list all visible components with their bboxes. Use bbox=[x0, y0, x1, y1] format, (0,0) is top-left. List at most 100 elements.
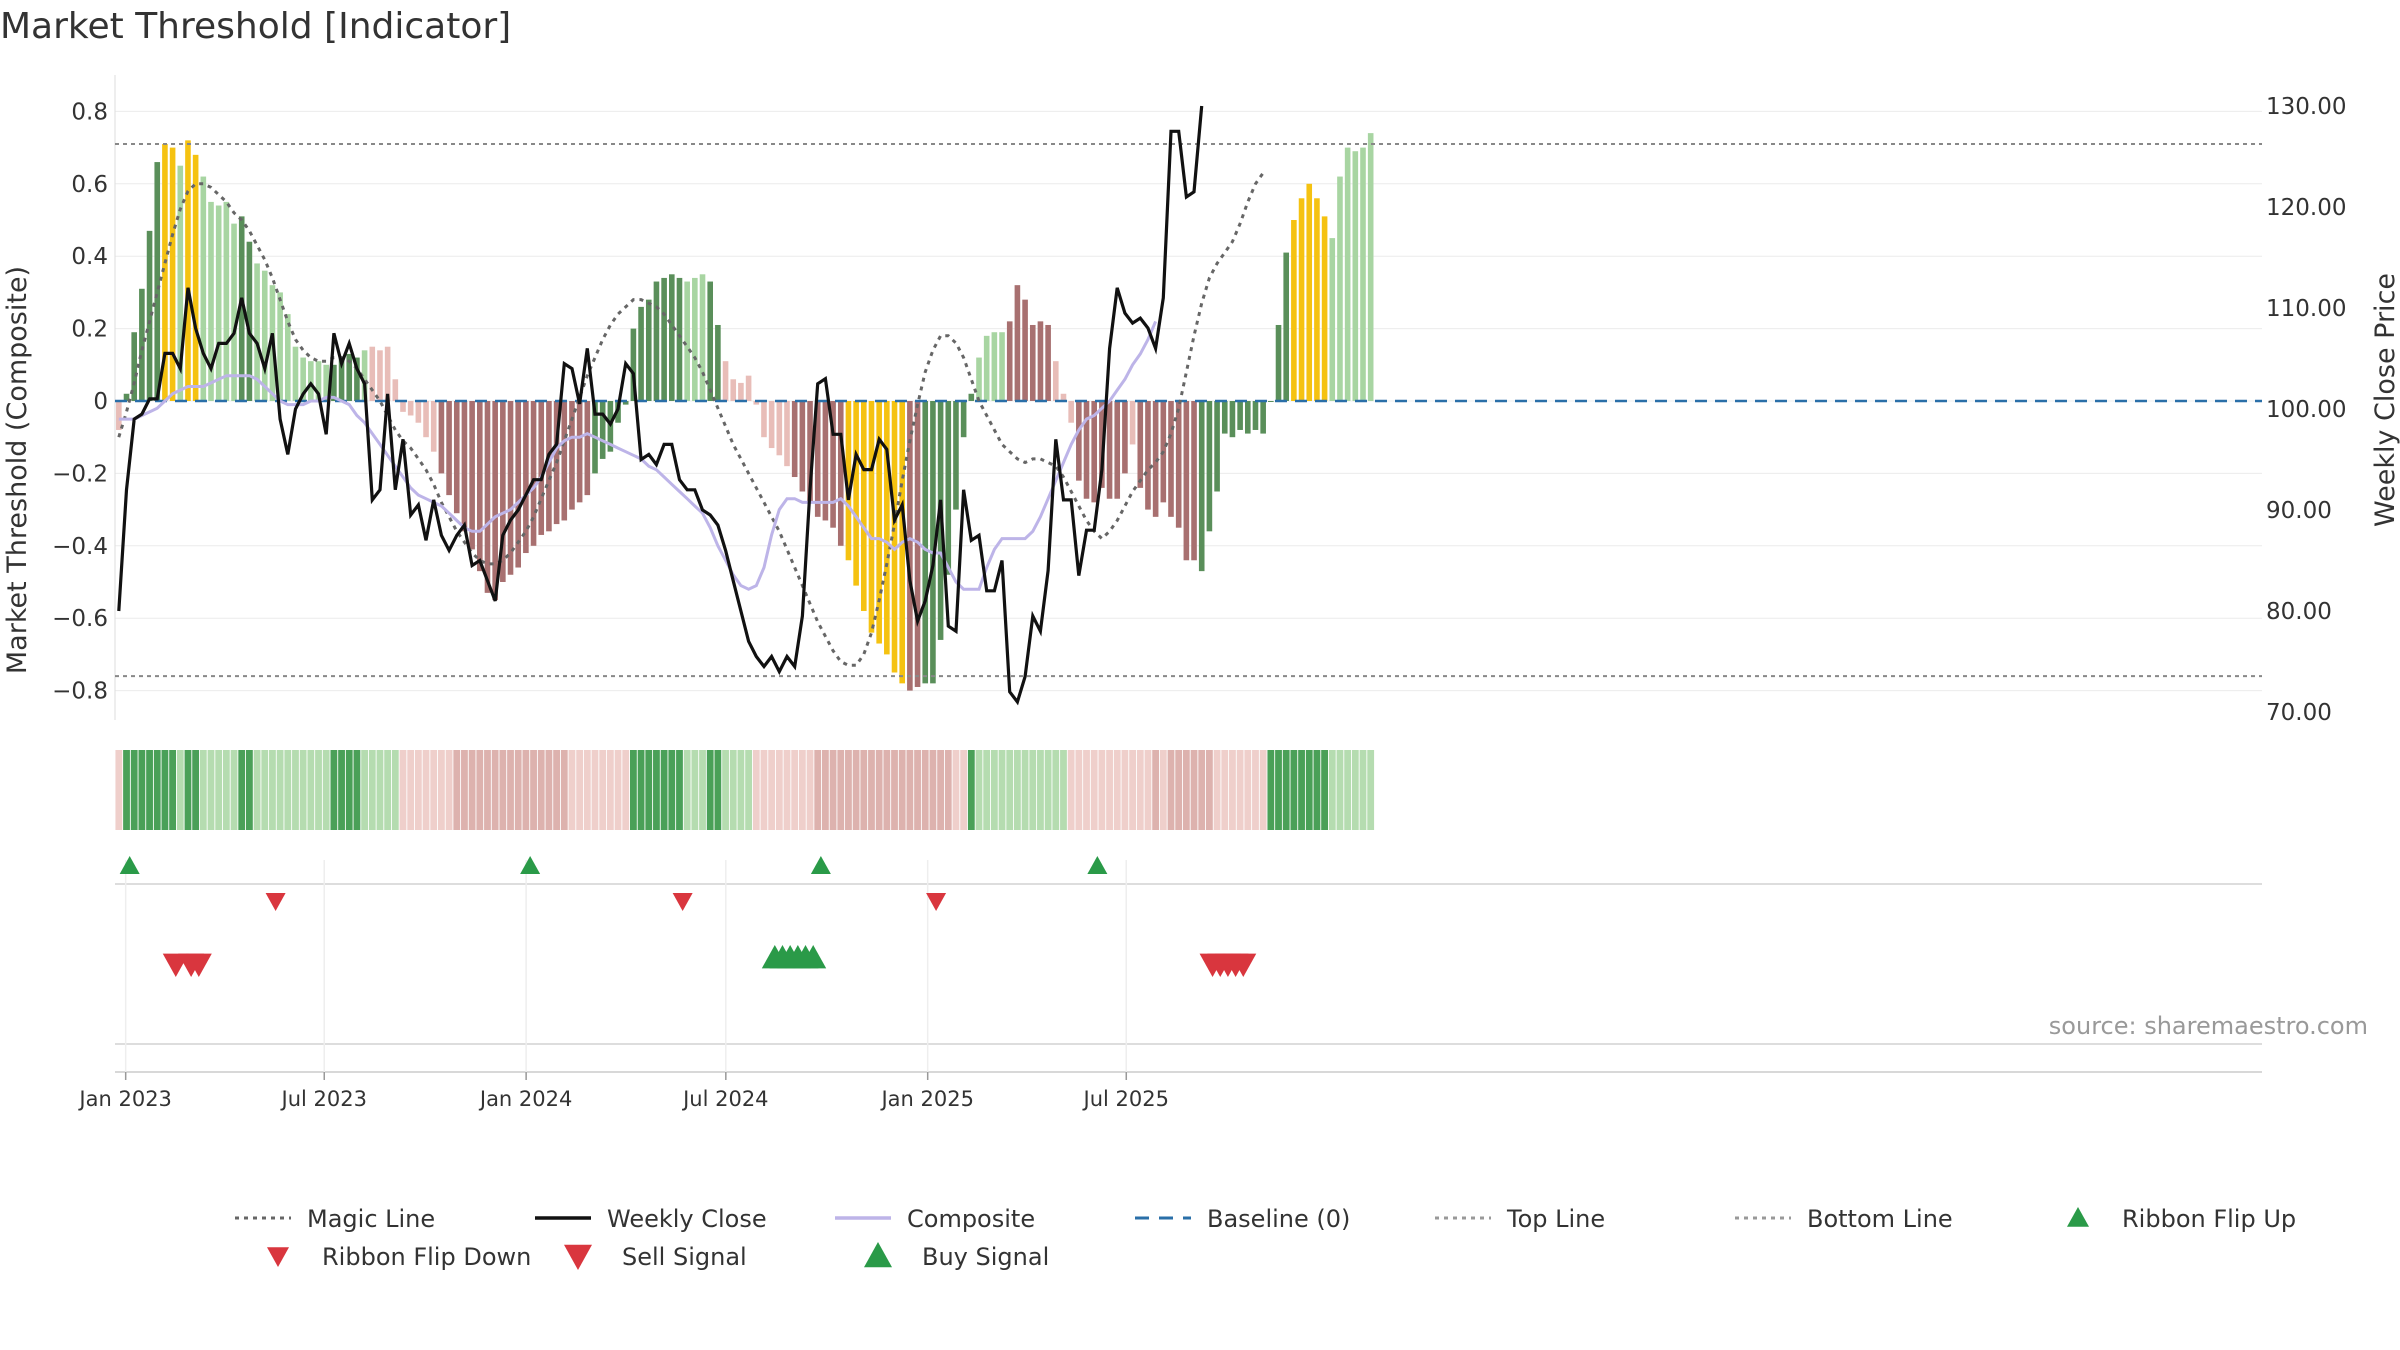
grid-lines bbox=[114, 75, 2262, 720]
composite-bar bbox=[261, 270, 268, 401]
ribbon-cell bbox=[1221, 750, 1229, 830]
ribbon-cell bbox=[215, 750, 223, 830]
composite-bar bbox=[991, 332, 998, 401]
signal-panels bbox=[115, 856, 2262, 1075]
ribbon-flip-up-marker bbox=[119, 856, 140, 874]
ribbon-cell bbox=[752, 750, 760, 830]
ribbon-cell bbox=[537, 750, 545, 830]
composite-bar bbox=[446, 401, 452, 496]
ribbon-cell bbox=[1213, 750, 1221, 830]
composite-bar bbox=[1152, 401, 1159, 517]
composite-bar bbox=[784, 401, 790, 467]
ribbon-flip-down-marker bbox=[672, 893, 693, 911]
composite-bar bbox=[238, 216, 245, 401]
ribbon-cell bbox=[1021, 750, 1029, 830]
composite-bar bbox=[930, 401, 936, 684]
composite-bar bbox=[430, 401, 437, 452]
composite-bar bbox=[292, 346, 299, 401]
y-axis-left: 0.8 0.6 0.4 0.2 0 −0.2 −0.4 −0.6 −0.8 bbox=[52, 99, 108, 704]
composite-bar bbox=[1037, 321, 1044, 401]
composite-bar bbox=[407, 401, 414, 416]
composite-bar bbox=[477, 401, 483, 572]
ribbon-cell bbox=[745, 750, 752, 830]
ribbon-cell bbox=[1037, 750, 1044, 830]
composite-bar bbox=[599, 401, 606, 459]
composite-bar bbox=[1137, 401, 1144, 488]
legend-label: Magic Line bbox=[307, 1205, 435, 1233]
composite-bar bbox=[1268, 401, 1274, 402]
composite-bar bbox=[561, 401, 568, 521]
ribbon-cell bbox=[353, 750, 361, 830]
ribbon-cell bbox=[1282, 750, 1290, 830]
ribbon-cell bbox=[660, 750, 668, 830]
composite-bar bbox=[684, 281, 690, 401]
ribbon-cell bbox=[1090, 750, 1098, 830]
ribbon-cell bbox=[1182, 750, 1190, 830]
composite-bar bbox=[469, 401, 475, 550]
composite-bar bbox=[1344, 147, 1351, 401]
ribbon-cell bbox=[983, 750, 991, 830]
composite-bar bbox=[277, 292, 283, 401]
composite-bar bbox=[377, 350, 383, 401]
composite-bar bbox=[584, 401, 591, 496]
ribbon-cell bbox=[845, 750, 852, 830]
composite-bar bbox=[1060, 393, 1067, 401]
ribbon-cell bbox=[568, 750, 576, 830]
composite-bar bbox=[231, 223, 237, 401]
ribbon-cell bbox=[1351, 750, 1359, 830]
legend-label: Bottom Line bbox=[1807, 1205, 1953, 1233]
composite-bar bbox=[1129, 401, 1136, 445]
composite-bar bbox=[1275, 324, 1282, 401]
composite-bar bbox=[1314, 198, 1320, 401]
ribbon-cell bbox=[169, 750, 176, 830]
ribbon-cell bbox=[1290, 750, 1298, 830]
ribbon-cell bbox=[1106, 750, 1113, 830]
composite-bar bbox=[185, 140, 191, 402]
ribbon-cell bbox=[1029, 750, 1037, 830]
x-tick-label: Jul 2025 bbox=[1082, 1087, 1169, 1111]
x-tick-label: Jul 2024 bbox=[681, 1087, 768, 1111]
composite-bar bbox=[845, 401, 852, 561]
ribbon-cell bbox=[1367, 750, 1375, 830]
composite-bar bbox=[223, 201, 230, 401]
composite-bar bbox=[1183, 401, 1190, 561]
ribbon-cell bbox=[315, 750, 322, 830]
ribbon-cell bbox=[491, 750, 499, 830]
composite-bar bbox=[761, 401, 767, 438]
y-axis-right: 130.00 120.00 110.00 100.00 90.00 80.00 70.00 bbox=[2266, 94, 2346, 726]
ribbon-cell bbox=[438, 750, 445, 830]
ribbon-cell bbox=[1152, 750, 1160, 830]
ribbon-cell bbox=[399, 750, 407, 830]
ribbon-cell bbox=[1067, 750, 1075, 830]
y-tick-label: 0.4 bbox=[71, 244, 108, 270]
ribbon-cell bbox=[630, 750, 637, 830]
composite-bar bbox=[968, 393, 975, 401]
composite-bar bbox=[1114, 401, 1121, 499]
composite-bar bbox=[1367, 133, 1374, 401]
composite-bar bbox=[215, 205, 222, 401]
composite-bar bbox=[346, 353, 353, 401]
ribbon-cell bbox=[729, 750, 737, 830]
composite-bar bbox=[1221, 401, 1228, 434]
composite-bar bbox=[354, 357, 360, 401]
composite-bar bbox=[1068, 401, 1074, 423]
ribbon-cell bbox=[246, 750, 253, 830]
ribbon-cell bbox=[1328, 750, 1336, 830]
chart-title: Market Threshold [Indicator] bbox=[0, 6, 511, 47]
composite-bar bbox=[1321, 216, 1328, 401]
composite-bar bbox=[192, 154, 199, 401]
legend: Magic Line Weekly Close Composite Baseline … bbox=[235, 1205, 2296, 1271]
composite-bar bbox=[461, 401, 468, 532]
composite-bar bbox=[154, 162, 161, 401]
ribbon-cell bbox=[1298, 750, 1305, 830]
ribbon-cell bbox=[914, 750, 921, 830]
ribbon-cell bbox=[606, 750, 614, 830]
ribbon-cell bbox=[1252, 750, 1259, 830]
y2-tick-label: 110.00 bbox=[2266, 296, 2346, 322]
composite-bar bbox=[753, 401, 760, 405]
composite-bar bbox=[853, 401, 859, 586]
ribbon-cell bbox=[407, 750, 415, 830]
ribbon-cell bbox=[814, 750, 822, 830]
ribbon-cell bbox=[253, 750, 261, 830]
composite-bar bbox=[715, 324, 721, 401]
